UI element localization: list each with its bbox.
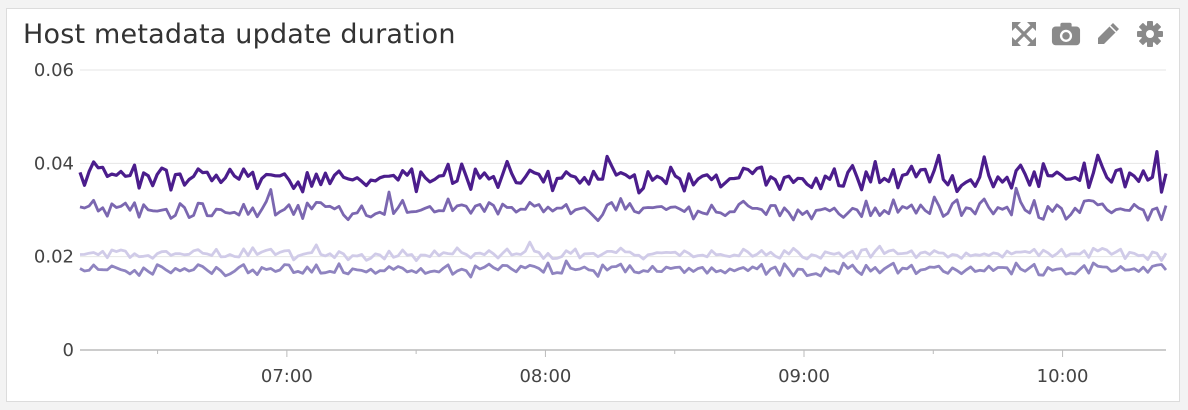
x-tick-label: 09:00 <box>778 366 830 387</box>
x-tick-label: 10:00 <box>1037 366 1089 387</box>
series-line-1 <box>78 150 1168 195</box>
widget-toolbar <box>1009 19 1165 49</box>
camera-icon[interactable] <box>1051 19 1081 49</box>
series-line-3 <box>79 240 1168 263</box>
x-tick-label: 07:00 <box>261 366 313 387</box>
gear-icon[interactable] <box>1135 19 1165 49</box>
widget-title: Host metadata update duration <box>23 19 456 50</box>
series-line-2 <box>79 186 1168 223</box>
y-tick-label: 0.02 <box>34 247 74 268</box>
expand-icon[interactable] <box>1009 19 1039 49</box>
y-tick-label: 0 <box>63 340 74 361</box>
series-line-4 <box>79 259 1168 279</box>
y-tick-label: 0.06 <box>34 60 74 81</box>
timeseries-widget: Host metadata update duration <box>6 8 1180 402</box>
y-tick-label: 0.04 <box>34 153 74 174</box>
x-tick-label: 08:00 <box>519 366 571 387</box>
pencil-icon[interactable] <box>1093 19 1123 49</box>
